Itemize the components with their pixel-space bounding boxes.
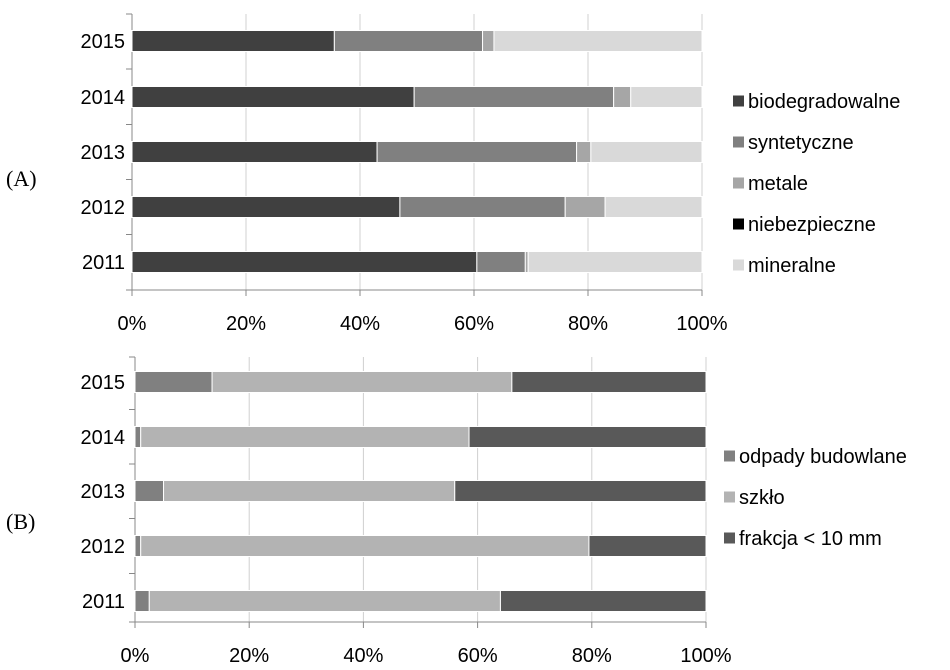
y-tick-label: 2011 bbox=[82, 252, 125, 274]
panel-label: (A) bbox=[6, 166, 37, 191]
bar-segment bbox=[134, 535, 142, 557]
bar-segment bbox=[148, 590, 501, 612]
bar-segment bbox=[476, 251, 526, 273]
bar-segment bbox=[134, 426, 142, 448]
bar-segment bbox=[454, 480, 707, 502]
bar-segment bbox=[511, 371, 707, 393]
bar-segment bbox=[131, 251, 478, 273]
panel-label: (B) bbox=[6, 509, 35, 534]
y-tick-label: 2015 bbox=[81, 372, 126, 394]
bar-segment bbox=[499, 590, 707, 612]
bar-segment bbox=[604, 196, 703, 218]
bar-segment bbox=[376, 141, 578, 163]
x-tick-label: 80% bbox=[572, 645, 612, 667]
legend-label: odpady budowlane bbox=[739, 446, 907, 468]
bar-segment bbox=[131, 141, 378, 163]
bar-segment bbox=[399, 196, 566, 218]
x-tick-label: 40% bbox=[343, 645, 383, 667]
legend-label: szkło bbox=[739, 487, 785, 509]
x-tick-label: 0% bbox=[121, 645, 150, 667]
legend-label: syntetyczne bbox=[748, 132, 854, 154]
x-tick-label: 40% bbox=[340, 313, 380, 335]
x-tick-label: 60% bbox=[454, 313, 494, 335]
bar-segment bbox=[527, 251, 703, 273]
legend-swatch bbox=[724, 532, 735, 544]
bar-segment bbox=[131, 30, 335, 52]
legend-swatch bbox=[733, 259, 744, 271]
bar-segment bbox=[413, 86, 615, 108]
x-tick-label: 0% bbox=[118, 313, 147, 335]
bar-segment bbox=[131, 86, 415, 108]
x-tick-label: 80% bbox=[568, 313, 608, 335]
bar-segment bbox=[134, 590, 150, 612]
x-tick-label: 60% bbox=[458, 645, 498, 667]
bar-segment bbox=[564, 196, 606, 218]
x-tick-label: 100% bbox=[676, 313, 727, 335]
bar-segment bbox=[333, 30, 484, 52]
y-tick-label: 2014 bbox=[81, 87, 126, 109]
bar-segment bbox=[630, 86, 703, 108]
bar-segment bbox=[140, 426, 470, 448]
x-tick-label: 100% bbox=[680, 645, 731, 667]
bar-segment bbox=[482, 30, 495, 52]
legend-swatch bbox=[733, 177, 744, 189]
legend-swatch bbox=[724, 491, 735, 503]
y-tick-label: 2011 bbox=[82, 591, 125, 613]
legend-swatch bbox=[733, 218, 744, 230]
legend-label: niebezpieczne bbox=[748, 214, 876, 236]
legend-label: frakcja < 10 mm bbox=[739, 528, 882, 550]
legend-label: mineralne bbox=[748, 255, 836, 277]
y-tick-label: 2013 bbox=[81, 142, 126, 164]
bar-segment bbox=[613, 86, 632, 108]
bar-segment bbox=[468, 426, 707, 448]
bar-segment bbox=[134, 371, 213, 393]
y-tick-label: 2015 bbox=[81, 31, 126, 53]
y-tick-label: 2012 bbox=[81, 536, 126, 558]
x-tick-label: 20% bbox=[229, 645, 269, 667]
bar-segment bbox=[588, 535, 707, 557]
bar-segment bbox=[163, 480, 456, 502]
x-tick-label: 20% bbox=[226, 313, 266, 335]
legend-swatch bbox=[733, 136, 744, 148]
bar-segment bbox=[211, 371, 513, 393]
bar-segment bbox=[134, 480, 165, 502]
legend-label: metale bbox=[748, 173, 808, 195]
legend-swatch bbox=[724, 450, 735, 462]
legend-swatch bbox=[733, 95, 744, 107]
bar-segment bbox=[493, 30, 703, 52]
bar-segment bbox=[590, 141, 703, 163]
legend-label: biodegradowalne bbox=[748, 91, 900, 113]
y-tick-label: 2013 bbox=[81, 481, 126, 503]
y-tick-label: 2014 bbox=[81, 427, 126, 449]
bar-segment bbox=[131, 196, 401, 218]
y-tick-label: 2012 bbox=[81, 197, 126, 219]
bar-segment bbox=[576, 141, 592, 163]
bar-segment bbox=[140, 535, 590, 557]
